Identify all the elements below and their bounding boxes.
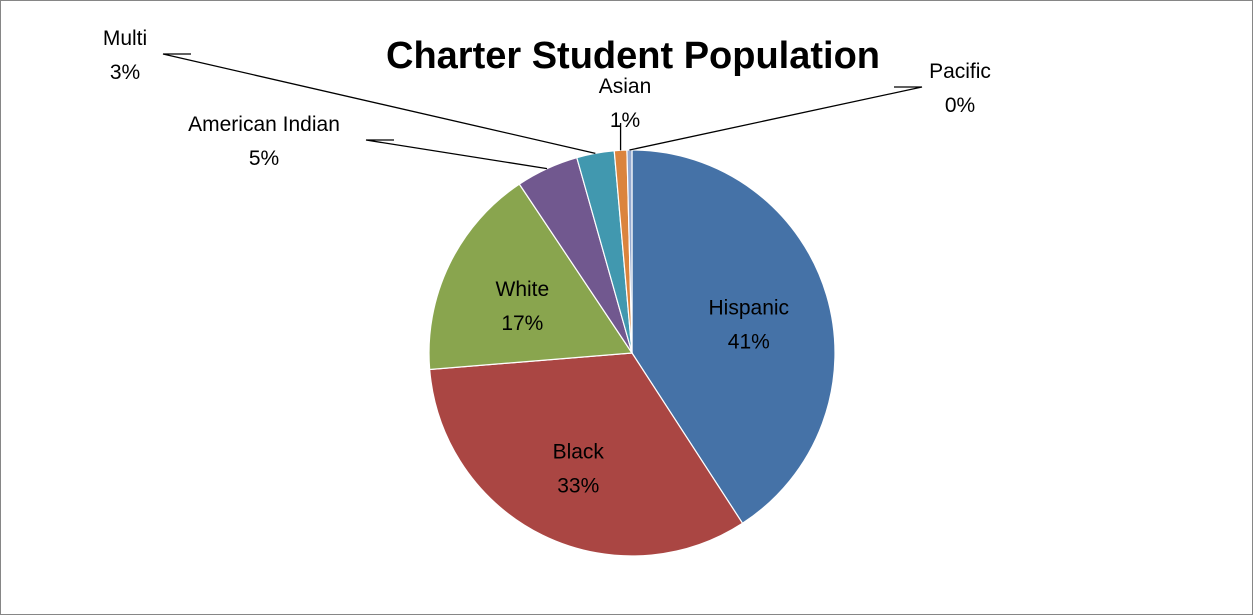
slice-hispanic bbox=[631, 149, 836, 525]
data-label-asian: Asian 1% bbox=[599, 75, 652, 132]
data-label-percent: 1% bbox=[610, 109, 640, 132]
leader-line-american-indian bbox=[365, 139, 548, 170]
pie-slices bbox=[428, 149, 836, 557]
data-label-percent: 0% bbox=[945, 94, 975, 117]
data-label-hispanic: Hispanic 41% bbox=[709, 296, 790, 353]
data-label-category: Black bbox=[553, 440, 605, 463]
data-label-percent: 3% bbox=[110, 61, 140, 84]
data-label-pacific: Pacific 0% bbox=[929, 60, 991, 117]
data-label-american-indian: American Indian 5% bbox=[188, 113, 340, 170]
data-label-category: Asian bbox=[599, 75, 652, 98]
chart-title: Charter Student Population bbox=[386, 35, 880, 77]
slice-black bbox=[429, 352, 744, 557]
data-label-percent: 41% bbox=[728, 330, 770, 353]
data-label-percent: 33% bbox=[557, 474, 599, 497]
data-label-percent: 17% bbox=[501, 312, 543, 335]
data-label-multi: Multi 3% bbox=[103, 27, 147, 84]
data-label-white: White 17% bbox=[496, 278, 550, 335]
data-labels: Hispanic 41% Black 33% White 17% American Indi… bbox=[103, 27, 991, 497]
slice-white bbox=[428, 183, 634, 371]
data-label-black: Black 33% bbox=[553, 440, 605, 497]
leader-line-pacific bbox=[629, 86, 923, 151]
data-label-category: Pacific bbox=[929, 60, 991, 83]
data-label-category: American Indian bbox=[188, 113, 340, 136]
data-label-category: White bbox=[496, 278, 550, 301]
leader-line-multi bbox=[162, 53, 596, 154]
leader-lines bbox=[162, 53, 923, 170]
data-label-category: Hispanic bbox=[709, 296, 790, 319]
data-label-percent: 5% bbox=[249, 147, 279, 170]
data-label-category: Multi bbox=[103, 27, 147, 50]
